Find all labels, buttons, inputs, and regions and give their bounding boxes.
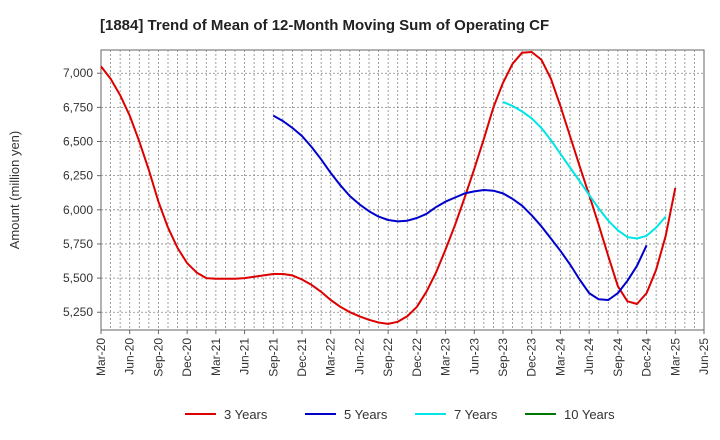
grid-lines <box>101 50 704 330</box>
legend: 3 Years 5 Years 7 Years 10 Years <box>185 407 615 422</box>
y-tick-label: 6,750 <box>63 100 93 114</box>
x-tick-label: Mar-21 <box>209 338 223 376</box>
x-tick-label: Sep-20 <box>151 338 165 377</box>
y-tick-label: 6,250 <box>63 169 93 183</box>
x-tick-label: Jun-21 <box>238 338 252 375</box>
x-tick-label: Mar-20 <box>94 338 108 376</box>
series-line-5-years <box>272 114 648 301</box>
y-tick-label: 5,500 <box>63 271 93 285</box>
x-tick-label: Jun-24 <box>582 338 596 375</box>
y-axis-label: Amount (million yen) <box>7 131 22 250</box>
x-tick-label: Sep-22 <box>381 338 395 377</box>
x-tick-label: Mar-23 <box>439 338 453 376</box>
legend-label-10-years: 10 Years <box>564 407 615 422</box>
x-tick-label: Sep-24 <box>611 338 625 377</box>
legend-label-7-years: 7 Years <box>454 407 498 422</box>
x-tick-label: Dec-22 <box>410 338 424 377</box>
x-tick-label: Mar-24 <box>553 338 567 376</box>
series-lines <box>100 51 677 325</box>
y-tick-label: 6,500 <box>63 135 93 149</box>
chart-title: [1884] Trend of Mean of 12-Month Moving … <box>100 17 549 34</box>
x-tick-label: Dec-24 <box>640 338 654 377</box>
x-tick-label: Dec-20 <box>180 338 194 377</box>
y-tick-label: 6,000 <box>63 203 93 217</box>
x-tick-label: Mar-22 <box>324 338 338 376</box>
x-tick-label: Mar-25 <box>668 338 682 376</box>
x-tick-label: Jun-20 <box>123 338 137 375</box>
y-tick-label: 5,250 <box>63 305 93 319</box>
x-tick-label: Sep-23 <box>496 338 510 377</box>
legend-label-5-years: 5 Years <box>344 407 388 422</box>
x-tick-label: Dec-21 <box>295 338 309 377</box>
y-tick-label: 7,000 <box>63 66 93 80</box>
y-tick-label: 5,750 <box>63 237 93 251</box>
x-tick-label: Jun-23 <box>467 338 481 375</box>
x-tick-label: Jun-25 <box>697 338 711 375</box>
legend-label-3-years: 3 Years <box>224 407 268 422</box>
x-tick-label: Sep-21 <box>266 338 280 377</box>
y-axis-ticks: 5,250 5,500 5,750 6,000 6,250 6,500 6,750 7,000 <box>63 66 101 319</box>
x-tick-label: Jun-22 <box>352 338 366 375</box>
series-line-3-years <box>100 51 677 325</box>
plot-area <box>100 49 705 331</box>
series-line-7-years <box>502 100 667 240</box>
x-axis-ticks: Mar-20 Jun-20 Sep-20 Dec-20 Mar-21 Jun-21 Sep-… <box>94 330 711 377</box>
x-tick-label: Dec-23 <box>525 338 539 377</box>
